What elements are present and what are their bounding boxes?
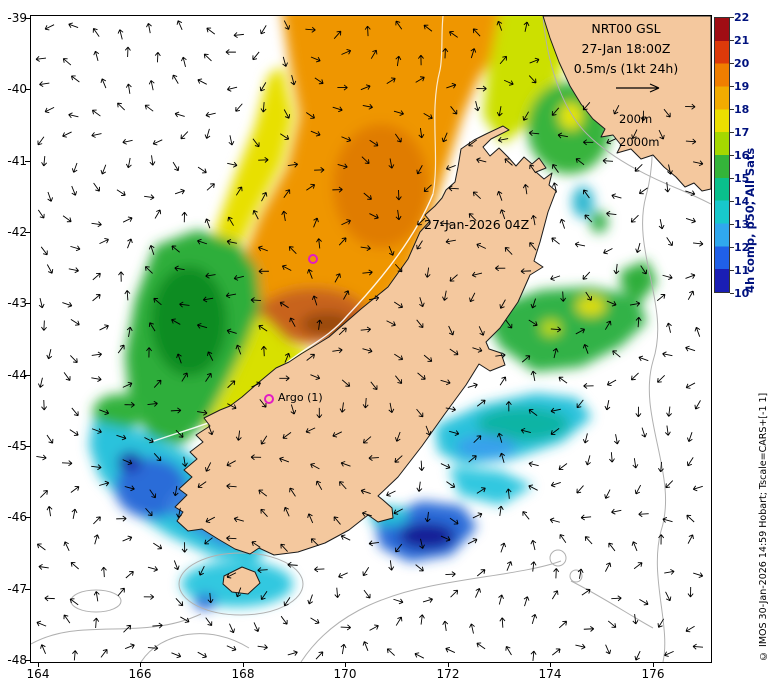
argo-marker	[264, 394, 274, 404]
x-tick-label: 172	[436, 667, 460, 681]
vector-scale-label: 0.5m/s (1kt 24h)	[573, 61, 679, 76]
colorbar-tick	[730, 40, 734, 41]
x-tick-label: 174	[538, 667, 562, 681]
colorbar-tick-label: 21	[734, 34, 750, 47]
colorbar-tick	[730, 86, 734, 87]
header-block: NRT00 GSL 27-Jan 18:00Z 0.5m/s (1kt 24h)	[545, 19, 707, 79]
colorbar-tick-label: 18	[734, 103, 750, 116]
colorbar-tick	[730, 201, 734, 202]
stewart-island-land	[222, 566, 261, 595]
x-tick	[345, 662, 346, 667]
y-tick	[25, 303, 30, 304]
y-tick	[25, 517, 30, 518]
colorbar-tick	[730, 155, 734, 156]
y-tick-label: -46	[7, 510, 27, 524]
south-island-land	[174, 125, 557, 556]
y-tick-label: -44	[7, 368, 27, 382]
analysis-time: 27-Jan 18:00Z	[581, 41, 671, 56]
x-tick-label: 164	[26, 667, 50, 681]
colorbar-tick-label: 20	[734, 57, 750, 70]
colorbar-tick-label: 12	[734, 241, 750, 254]
colorbar-tick	[730, 17, 734, 18]
colorbar-tick	[730, 293, 734, 294]
y-tick	[25, 89, 30, 90]
north-island-land	[542, 16, 711, 192]
colorbar-tick	[730, 109, 734, 110]
colorbar-tick-label: 14	[734, 195, 750, 208]
x-tick-label: 168	[231, 667, 255, 681]
y-tick-label: -43	[7, 296, 27, 310]
y-tick	[25, 660, 30, 661]
x-tick	[550, 662, 551, 667]
y-tick-label: -45	[7, 439, 27, 453]
x-tick	[38, 662, 39, 667]
colorbar-tick-label: 17	[734, 126, 750, 139]
platform-marker	[308, 254, 318, 264]
y-tick	[25, 446, 30, 447]
colorbar-title: 4h comp, p50, All Sats	[743, 147, 757, 293]
colorbar-tick	[730, 132, 734, 133]
y-tick	[25, 18, 30, 19]
argo-markers	[264, 254, 318, 404]
colorbar-tick-label: 16	[734, 149, 750, 162]
colorbar-tick	[730, 63, 734, 64]
y-tick-label: -39	[7, 11, 27, 25]
y-tick-label: -41	[7, 154, 27, 168]
y-tick-label: -47	[7, 582, 27, 596]
colorbar-tick	[730, 224, 734, 225]
contour-label-200m: 200m	[619, 112, 653, 126]
y-tick-label: -48	[7, 653, 27, 667]
model-title: NRT00 GSL	[591, 21, 661, 36]
y-tick	[25, 375, 30, 376]
x-tick	[140, 662, 141, 667]
credit-line: © IMOS 30-Jan-2026 14:59 Hobart; Tscale=…	[758, 392, 769, 661]
colorbar-gradient	[714, 17, 730, 293]
x-tick	[653, 662, 654, 667]
x-tick	[448, 662, 449, 667]
colorbar-tick	[730, 270, 734, 271]
y-tick-label: -42	[7, 225, 27, 239]
y-tick	[25, 161, 30, 162]
colorbar-tick	[730, 178, 734, 179]
colorbar-tick-label: 10	[734, 287, 750, 300]
x-tick	[243, 662, 244, 667]
colorbar-tick-label: 11	[734, 264, 750, 277]
obs-time-annotation: 27-Jan-2026 04Z	[424, 217, 530, 232]
sst-field	[89, 16, 657, 610]
x-tick-label: 176	[641, 667, 665, 681]
contour-label-2000m: 2000m	[619, 135, 660, 149]
colorbar-tick-label: 15	[734, 172, 750, 185]
x-tick-label: 170	[333, 667, 357, 681]
colorbar-tick-label: 22	[734, 11, 750, 24]
map-canvas	[31, 16, 711, 662]
y-tick	[25, 589, 30, 590]
scale-arrow	[616, 83, 660, 93]
x-tick-label: 166	[128, 667, 152, 681]
land-masses	[174, 16, 711, 595]
y-tick-label: -40	[7, 82, 27, 96]
colorbar-tick	[730, 247, 734, 248]
colorbar-tick-label: 19	[734, 80, 750, 93]
current-vector-field	[35, 20, 704, 662]
argo-label: Argo (1)	[278, 391, 323, 404]
y-tick	[25, 232, 30, 233]
colorbar-tick-label: 13	[734, 218, 750, 231]
